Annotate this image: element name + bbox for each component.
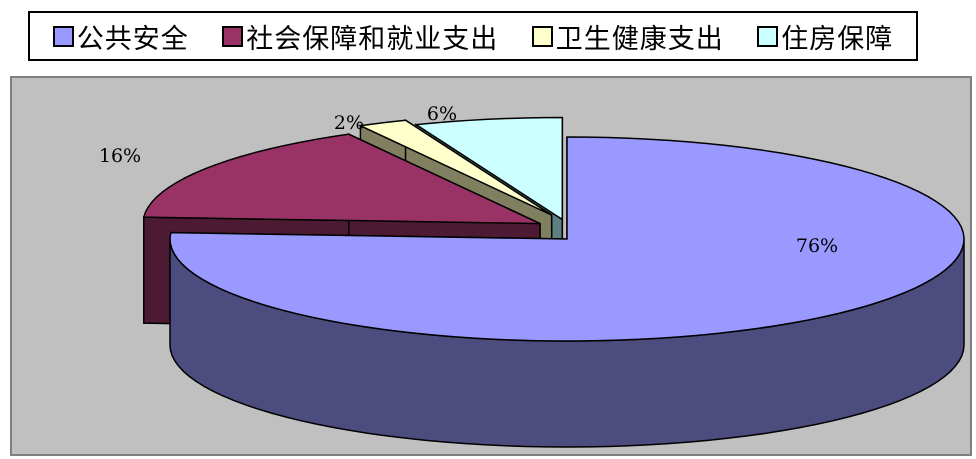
legend-item-social-security: 社会保障和就业支出	[222, 17, 498, 56]
slice-1-top	[142, 133, 541, 225]
pie-chart: 76% 16% 2% 6%	[99, 103, 965, 448]
chart-legend: 公共安全 社会保障和就业支出 卫生健康支出 住房保障	[28, 11, 918, 61]
legend-label-social-security: 社会保障和就业支出	[246, 23, 499, 55]
plot-area: 76% 16% 2% 6%	[10, 76, 972, 456]
slice-0-top	[169, 136, 965, 342]
legend-swatch-health	[531, 25, 553, 47]
slice-2-top	[357, 119, 553, 216]
data-label-3: 6%	[427, 103, 457, 125]
slice-3-top	[413, 116, 564, 221]
legend-swatch-housing	[757, 25, 779, 47]
legend-label-public-safety: 公共安全	[76, 23, 189, 55]
data-label-1: 16%	[99, 145, 141, 167]
legend-swatch-social-security	[222, 25, 244, 47]
legend-swatch-public-safety	[52, 25, 74, 47]
legend-item-housing: 住房保障	[757, 17, 893, 56]
data-label-0: 76%	[796, 235, 838, 257]
data-label-2: 2%	[334, 112, 364, 134]
legend-item-health: 卫生健康支出	[531, 17, 724, 56]
legend-label-health: 卫生健康支出	[555, 23, 724, 55]
legend-label-housing: 住房保障	[781, 23, 894, 55]
legend-item-public-safety: 公共安全	[52, 17, 189, 56]
